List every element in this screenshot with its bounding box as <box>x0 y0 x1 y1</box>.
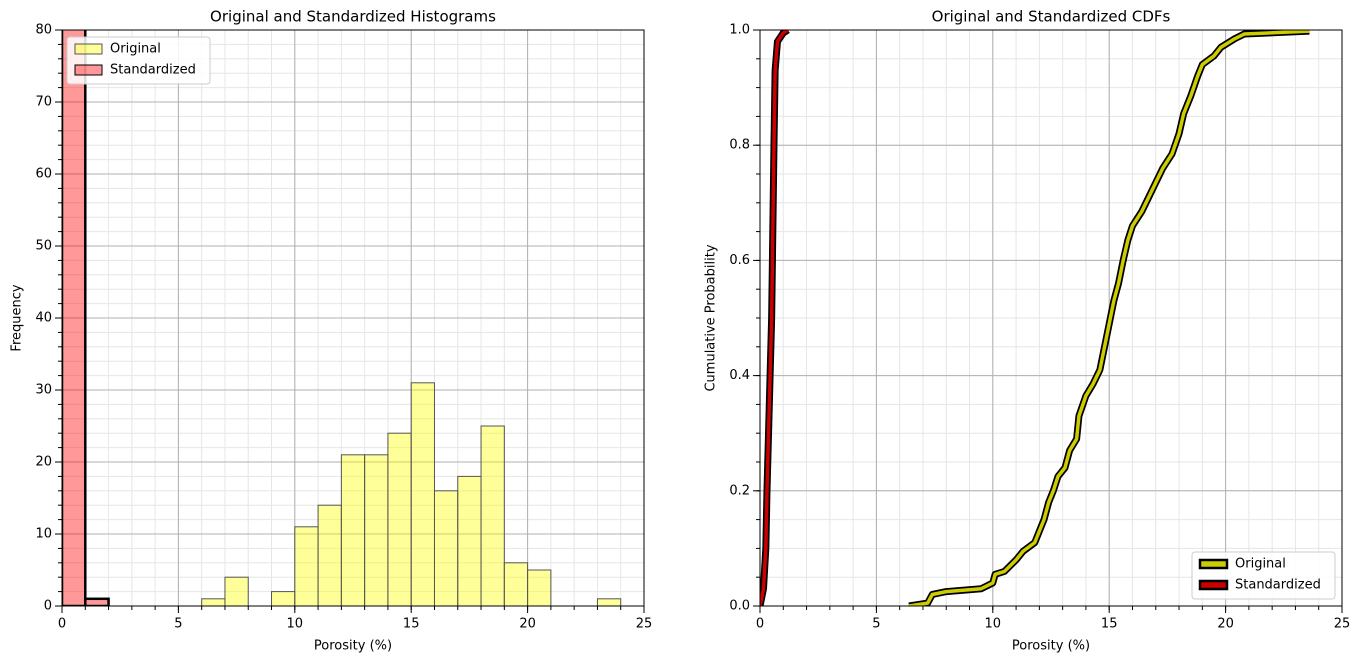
x-tick-label: 25 <box>1334 617 1351 632</box>
legend-swatch <box>1198 579 1229 591</box>
legend-swatch <box>74 64 103 76</box>
y-tick-label: 1.0 <box>729 23 750 38</box>
legend-box <box>66 36 211 85</box>
legend: Original Standardized <box>1191 551 1336 600</box>
legend-label: Standardized <box>110 63 196 78</box>
bar <box>527 569 552 606</box>
chart: 0 5 10 15 20 25 0.0 0.2 0.4 0.6 0.8 1.0 Original and… <box>704 8 1351 654</box>
y-tick-label: 0 <box>44 599 52 614</box>
x-tick-label: 20 <box>1217 617 1234 632</box>
bar <box>387 432 412 606</box>
axes-frame <box>61 29 645 607</box>
legend-swatch <box>1198 558 1229 570</box>
y-tick-label: 50 <box>35 239 52 254</box>
y-tick-label: 60 <box>35 167 52 182</box>
y-tick-label: 70 <box>35 95 52 110</box>
bar <box>224 576 249 606</box>
y-tick-label: 0.6 <box>729 253 750 268</box>
plot-area <box>62 30 622 606</box>
bar <box>62 30 87 606</box>
legend-swatch <box>74 43 103 55</box>
x-tick-label: 20 <box>519 617 536 632</box>
x-axis-label: Porosity (%) <box>1012 639 1090 654</box>
chart-title: Original and Standardized Histograms <box>210 8 496 26</box>
bar <box>294 526 319 606</box>
legend-label: Original <box>110 42 161 57</box>
x-tick-label: 5 <box>174 617 182 632</box>
chart-title: Original and Standardized CDFs <box>932 8 1171 26</box>
axes-frame <box>759 29 1343 607</box>
x-tick-label: 15 <box>1101 617 1118 632</box>
bar <box>364 454 389 606</box>
y-tick-label: 0.0 <box>729 599 750 614</box>
cdf-line <box>760 30 789 606</box>
y-tick-label: 30 <box>35 383 52 398</box>
x-tick-label: 0 <box>756 617 764 632</box>
y-axis-label: Cumulative Probability <box>704 244 719 391</box>
x-tick-label: 15 <box>403 617 420 632</box>
bar <box>433 490 459 606</box>
plot-area <box>760 30 1310 606</box>
y-tick-label: 10 <box>35 527 52 542</box>
y-tick-label: 0.8 <box>729 138 750 153</box>
x-tick-label: 0 <box>58 617 66 632</box>
y-tick-label: 40 <box>35 311 52 326</box>
x-tick-label: 5 <box>872 617 880 632</box>
bar <box>457 475 482 606</box>
bar <box>201 598 226 606</box>
bar <box>596 598 622 606</box>
y-tick-label: 20 <box>35 455 52 470</box>
x-tick-label: 25 <box>636 617 653 632</box>
legend-label: Original <box>1235 557 1286 572</box>
bar <box>340 454 366 606</box>
x-axis-label: Porosity (%) <box>314 639 392 654</box>
y-tick-label: 0.4 <box>729 368 750 383</box>
y-tick-label: 0.2 <box>729 483 750 498</box>
bar <box>317 504 342 606</box>
legend-label: Standardized <box>1235 578 1321 593</box>
bar <box>410 382 435 606</box>
x-tick-label: 10 <box>985 617 1002 632</box>
y-axis-label: Frequency <box>10 284 25 351</box>
bar <box>271 591 296 606</box>
bar <box>480 425 505 606</box>
bar <box>503 562 529 606</box>
cdf-line <box>908 30 1310 606</box>
y-tick-label: 80 <box>35 23 52 38</box>
chart: 0 5 10 15 20 25 0 10 20 30 40 50 60 70 80 Original and … <box>10 8 653 654</box>
bar <box>84 597 110 606</box>
legend: Original Standardized <box>66 36 211 85</box>
x-tick-label: 10 <box>287 617 304 632</box>
